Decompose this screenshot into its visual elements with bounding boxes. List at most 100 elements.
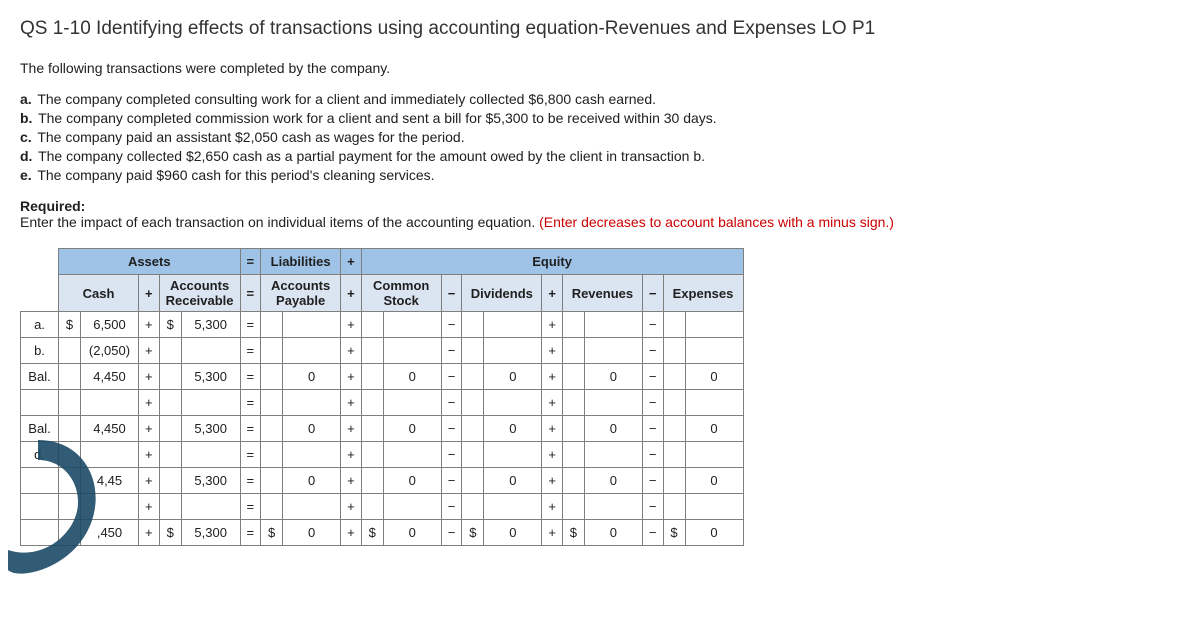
cell[interactable]: ,450 <box>81 520 139 546</box>
cell[interactable]: 0 <box>584 468 642 494</box>
cell[interactable] <box>81 390 139 416</box>
cell[interactable] <box>685 390 743 416</box>
cell[interactable]: 0 <box>584 364 642 390</box>
cell[interactable] <box>261 468 283 494</box>
cell[interactable] <box>383 494 441 520</box>
cell[interactable]: 0 <box>283 364 341 390</box>
cell[interactable] <box>81 494 139 520</box>
cell[interactable]: 0 <box>283 416 341 442</box>
cell[interactable]: $ <box>462 520 484 546</box>
cell[interactable] <box>361 390 383 416</box>
cell[interactable] <box>484 494 542 520</box>
cell[interactable] <box>562 338 584 364</box>
cell[interactable]: $ <box>159 312 181 338</box>
cell[interactable]: 4,450 <box>81 416 139 442</box>
cell[interactable] <box>484 390 542 416</box>
cell[interactable]: $ <box>261 520 283 546</box>
cell[interactable] <box>261 494 283 520</box>
cell[interactable] <box>663 390 685 416</box>
cell[interactable]: 0 <box>484 468 542 494</box>
cell[interactable] <box>361 364 383 390</box>
cell[interactable] <box>59 468 81 494</box>
cell[interactable] <box>181 338 240 364</box>
cell[interactable] <box>283 312 341 338</box>
cell[interactable] <box>562 468 584 494</box>
cell[interactable] <box>562 442 584 468</box>
cell[interactable] <box>462 442 484 468</box>
cell[interactable]: 0 <box>584 416 642 442</box>
cell[interactable] <box>562 364 584 390</box>
cell[interactable] <box>562 416 584 442</box>
cell[interactable] <box>663 494 685 520</box>
cell[interactable] <box>462 364 484 390</box>
cell[interactable] <box>562 390 584 416</box>
cell[interactable] <box>383 442 441 468</box>
cell[interactable] <box>261 338 283 364</box>
cell[interactable] <box>261 312 283 338</box>
cell[interactable] <box>361 312 383 338</box>
cell[interactable]: $ <box>663 520 685 546</box>
cell[interactable]: 4,450 <box>81 364 139 390</box>
cell[interactable] <box>685 312 743 338</box>
cell[interactable] <box>584 494 642 520</box>
cell[interactable] <box>462 338 484 364</box>
cell[interactable] <box>462 390 484 416</box>
cell[interactable] <box>159 364 181 390</box>
cell[interactable] <box>584 312 642 338</box>
cell[interactable]: 0 <box>283 520 341 546</box>
cell[interactable] <box>484 338 542 364</box>
cell[interactable] <box>59 416 81 442</box>
cell[interactable] <box>181 494 240 520</box>
cell[interactable]: 0 <box>484 364 542 390</box>
cell[interactable] <box>462 468 484 494</box>
cell[interactable] <box>59 338 81 364</box>
cell[interactable]: 0 <box>484 520 542 546</box>
cell[interactable] <box>283 442 341 468</box>
cell[interactable] <box>584 338 642 364</box>
cell[interactable] <box>685 442 743 468</box>
cell[interactable]: 5,300 <box>181 416 240 442</box>
cell[interactable] <box>462 494 484 520</box>
cell[interactable] <box>283 338 341 364</box>
cell[interactable] <box>159 442 181 468</box>
cell[interactable]: 0 <box>685 520 743 546</box>
cell[interactable]: 0 <box>685 468 743 494</box>
cell[interactable] <box>383 312 441 338</box>
cell[interactable] <box>663 468 685 494</box>
cell[interactable]: $ <box>59 312 81 338</box>
cell[interactable]: 5,300 <box>181 364 240 390</box>
cell[interactable] <box>261 390 283 416</box>
cell[interactable]: 0 <box>383 364 441 390</box>
cell[interactable] <box>81 442 139 468</box>
cell[interactable] <box>663 442 685 468</box>
cell[interactable] <box>361 468 383 494</box>
cell[interactable] <box>261 442 283 468</box>
cell[interactable]: (2,050) <box>81 338 139 364</box>
cell[interactable] <box>562 312 584 338</box>
cell[interactable] <box>159 416 181 442</box>
cell[interactable] <box>283 494 341 520</box>
cell[interactable] <box>283 390 341 416</box>
cell[interactable]: 6,500 <box>81 312 139 338</box>
cell[interactable] <box>484 312 542 338</box>
cell[interactable] <box>562 494 584 520</box>
cell[interactable]: 5,300 <box>181 312 240 338</box>
cell[interactable] <box>361 338 383 364</box>
cell[interactable] <box>685 494 743 520</box>
cell[interactable] <box>584 390 642 416</box>
cell[interactable]: 0 <box>685 364 743 390</box>
cell[interactable] <box>59 494 81 520</box>
cell[interactable] <box>584 442 642 468</box>
cell[interactable] <box>663 364 685 390</box>
cell[interactable] <box>361 442 383 468</box>
cell[interactable]: 0 <box>283 468 341 494</box>
cell[interactable]: $ <box>562 520 584 546</box>
cell[interactable] <box>484 442 542 468</box>
cell[interactable] <box>159 468 181 494</box>
cell[interactable] <box>663 416 685 442</box>
cell[interactable]: 4,45 <box>81 468 139 494</box>
cell[interactable]: 0 <box>584 520 642 546</box>
cell[interactable] <box>59 390 81 416</box>
cell[interactable] <box>159 338 181 364</box>
cell[interactable] <box>685 338 743 364</box>
